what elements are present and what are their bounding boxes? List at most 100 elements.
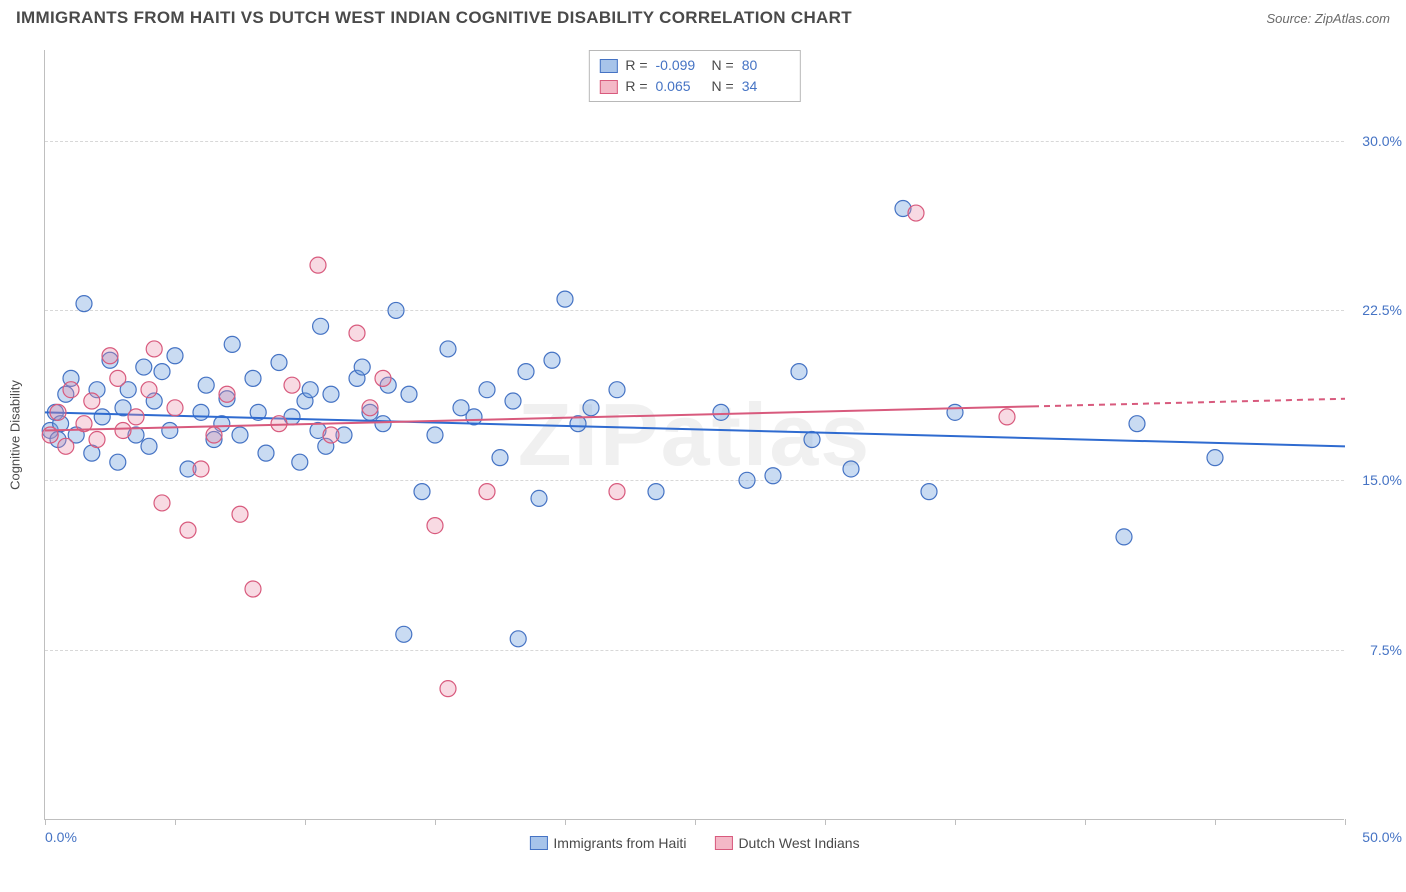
legend-label: Immigrants from Haiti <box>553 835 686 851</box>
data-point-haiti <box>302 382 318 398</box>
r-value: 0.065 <box>656 76 704 97</box>
data-point-haiti <box>1116 529 1132 545</box>
data-point-haiti <box>518 364 534 380</box>
data-point-haiti <box>1129 416 1145 432</box>
correlation-legend-row: R = 0.065 N = 34 <box>599 76 789 97</box>
data-point-haiti <box>354 359 370 375</box>
legend-item-dutch: Dutch West Indians <box>714 835 859 851</box>
x-tick <box>1215 819 1216 825</box>
data-point-dutch <box>193 461 209 477</box>
x-tick <box>1085 819 1086 825</box>
data-point-haiti <box>198 377 214 393</box>
x-tick <box>175 819 176 825</box>
legend-swatch-dutch <box>599 80 617 94</box>
data-point-haiti <box>531 490 547 506</box>
data-point-dutch <box>50 404 66 420</box>
data-point-haiti <box>414 484 430 500</box>
data-point-haiti <box>94 409 110 425</box>
data-point-dutch <box>349 325 365 341</box>
data-point-dutch <box>609 484 625 500</box>
data-point-haiti <box>224 336 240 352</box>
x-tick <box>305 819 306 825</box>
legend-item-haiti: Immigrants from Haiti <box>529 835 686 851</box>
data-point-haiti <box>479 382 495 398</box>
trend-line-dutch-extrapolated <box>1033 399 1345 407</box>
x-tick <box>1345 819 1346 825</box>
data-point-dutch <box>479 484 495 500</box>
data-point-haiti <box>162 422 178 438</box>
y-tick-label: 22.5% <box>1352 302 1402 318</box>
data-point-haiti <box>136 359 152 375</box>
n-value: 34 <box>742 76 790 97</box>
data-point-dutch <box>110 370 126 386</box>
data-point-haiti <box>843 461 859 477</box>
data-point-dutch <box>362 400 378 416</box>
source-attribution: Source: ZipAtlas.com <box>1266 11 1390 26</box>
data-point-dutch <box>375 370 391 386</box>
data-point-haiti <box>323 386 339 402</box>
data-point-haiti <box>648 484 664 500</box>
x-tick <box>825 819 826 825</box>
data-point-dutch <box>440 681 456 697</box>
legend-swatch-dutch <box>714 836 732 850</box>
data-point-dutch <box>63 382 79 398</box>
data-point-haiti <box>193 404 209 420</box>
data-point-haiti <box>401 386 417 402</box>
x-axis-start-label: 0.0% <box>45 829 77 845</box>
data-point-dutch <box>323 427 339 443</box>
data-point-haiti <box>167 348 183 364</box>
data-point-haiti <box>258 445 274 461</box>
y-tick-label: 15.0% <box>1352 472 1402 488</box>
data-point-haiti <box>505 393 521 409</box>
data-point-dutch <box>206 427 222 443</box>
data-point-haiti <box>232 427 248 443</box>
legend-swatch-haiti <box>529 836 547 850</box>
legend-label: Dutch West Indians <box>738 835 859 851</box>
data-point-dutch <box>89 432 105 448</box>
data-point-haiti <box>154 364 170 380</box>
data-point-haiti <box>110 454 126 470</box>
data-point-haiti <box>583 400 599 416</box>
data-point-haiti <box>609 382 625 398</box>
scatter-svg <box>45 50 1344 819</box>
data-point-dutch <box>999 409 1015 425</box>
data-point-dutch <box>58 438 74 454</box>
data-point-dutch <box>310 257 326 273</box>
data-point-haiti <box>292 454 308 470</box>
data-point-dutch <box>219 386 235 402</box>
data-point-haiti <box>396 626 412 642</box>
r-label: R = <box>625 76 647 97</box>
data-point-dutch <box>180 522 196 538</box>
data-point-haiti <box>713 404 729 420</box>
data-point-haiti <box>245 370 261 386</box>
y-tick-label: 7.5% <box>1352 642 1402 658</box>
data-point-dutch <box>141 382 157 398</box>
data-point-dutch <box>128 409 144 425</box>
x-tick <box>565 819 566 825</box>
data-point-dutch <box>245 581 261 597</box>
data-point-haiti <box>947 404 963 420</box>
chart-plot-area: Cognitive Disability 7.5%15.0%22.5%30.0%… <box>44 50 1344 820</box>
data-point-dutch <box>167 400 183 416</box>
data-point-haiti <box>791 364 807 380</box>
data-point-haiti <box>510 631 526 647</box>
r-label: R = <box>625 55 647 76</box>
data-point-dutch <box>84 393 100 409</box>
data-point-haiti <box>765 468 781 484</box>
data-point-haiti <box>921 484 937 500</box>
x-tick <box>45 819 46 825</box>
r-value: -0.099 <box>656 55 704 76</box>
series-legend: Immigrants from Haiti Dutch West Indians <box>529 835 859 851</box>
data-point-haiti <box>492 450 508 466</box>
data-point-haiti <box>1207 450 1223 466</box>
y-axis-label: Cognitive Disability <box>8 380 23 490</box>
data-point-haiti <box>804 432 820 448</box>
data-point-haiti <box>375 416 391 432</box>
chart-title: IMMIGRANTS FROM HAITI VS DUTCH WEST INDI… <box>16 8 852 28</box>
data-point-haiti <box>427 427 443 443</box>
data-point-haiti <box>76 296 92 312</box>
x-axis-end-label: 50.0% <box>1352 829 1402 845</box>
n-label: N = <box>712 55 734 76</box>
data-point-dutch <box>232 506 248 522</box>
n-value: 80 <box>742 55 790 76</box>
